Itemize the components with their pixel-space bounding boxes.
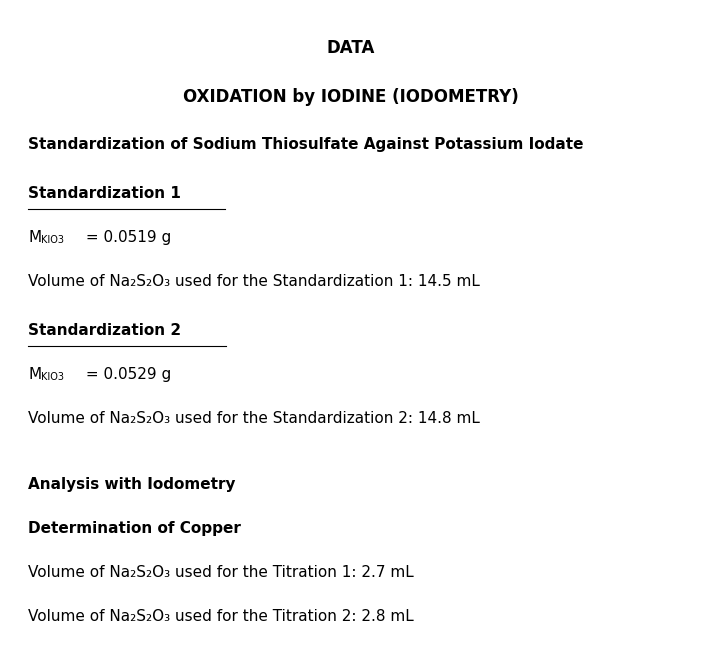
Text: = 0.0519 g: = 0.0519 g [81, 230, 171, 245]
Text: OXIDATION by IODINE (IODOMETRY): OXIDATION by IODINE (IODOMETRY) [183, 88, 518, 106]
Text: Volume of Na₂S₂O₃ used for the Titration 2: 2.8 mL: Volume of Na₂S₂O₃ used for the Titration… [28, 609, 414, 624]
Text: Volume of Na₂S₂O₃ used for the Standardization 2: 14.8 mL: Volume of Na₂S₂O₃ used for the Standardi… [28, 411, 480, 426]
Text: Volume of Na₂S₂O₃ used for the Titration 1: 2.7 mL: Volume of Na₂S₂O₃ used for the Titration… [28, 565, 414, 580]
Text: = 0.0529 g: = 0.0529 g [81, 367, 171, 382]
Text: KIO3: KIO3 [41, 372, 64, 382]
Text: KIO3: KIO3 [41, 235, 64, 245]
Text: Standardization 1: Standardization 1 [28, 186, 181, 201]
Text: DATA: DATA [326, 39, 375, 57]
Text: M: M [28, 230, 41, 245]
Text: Analysis with Iodometry: Analysis with Iodometry [28, 477, 236, 492]
Text: M: M [28, 367, 41, 382]
Text: Determination of Copper: Determination of Copper [28, 521, 241, 536]
Text: Volume of Na₂S₂O₃ used for the Standardization 1: 14.5 mL: Volume of Na₂S₂O₃ used for the Standardi… [28, 274, 480, 289]
Text: Standardization of Sodium Thiosulfate Against Potassium Iodate: Standardization of Sodium Thiosulfate Ag… [28, 137, 583, 152]
Text: Standardization 2: Standardization 2 [28, 323, 181, 338]
